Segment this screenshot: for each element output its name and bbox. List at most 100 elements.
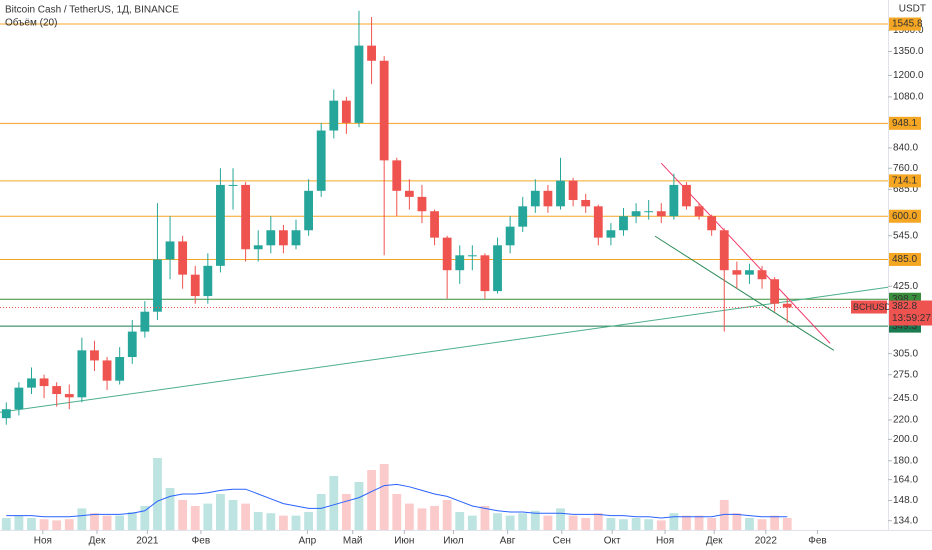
symbol-tag	[851, 300, 887, 314]
volume-ma-line	[6, 483, 788, 519]
volume-bar	[228, 500, 238, 530]
candle-body	[417, 196, 427, 212]
candle-body	[770, 279, 780, 304]
volume-bar	[568, 515, 578, 530]
volume-bar	[581, 518, 591, 530]
trend-line	[654, 235, 835, 351]
currency: USDT	[899, 4, 926, 15]
level-tag-label: 948.1	[892, 118, 917, 129]
volume-bar	[52, 520, 62, 530]
candle-body	[379, 60, 389, 161]
candle-body	[732, 270, 742, 275]
x-tick-label: Июн	[394, 536, 414, 547]
volume-bar	[392, 494, 402, 530]
candle-body	[165, 241, 175, 260]
x-tick-label: Июл	[443, 536, 463, 547]
candle-body	[619, 216, 628, 231]
volume-bar	[530, 510, 540, 530]
y-tick-label: 840.0	[893, 143, 918, 154]
volume-bar	[593, 513, 603, 530]
y-tick-label: 245.0	[893, 393, 918, 404]
x-tick-label: 2021	[136, 536, 159, 547]
candle-body	[669, 184, 679, 217]
candle-body	[140, 311, 150, 332]
x-tick-label: Ноя	[656, 536, 674, 547]
volume-bar	[543, 515, 553, 530]
volume-bar	[631, 518, 641, 530]
candle-body	[404, 190, 414, 197]
x-tick-label: Май	[343, 536, 363, 547]
candle-body	[228, 184, 238, 186]
candle-body	[77, 350, 87, 398]
y-tick-label: 164.0	[893, 474, 918, 485]
volume-bar	[190, 506, 200, 530]
volume-bar	[480, 506, 490, 530]
volume-bar	[115, 515, 125, 530]
candle-body	[656, 211, 666, 217]
candle-body	[341, 100, 351, 123]
x-tick-label: Сен	[553, 536, 571, 547]
volume-bar	[253, 512, 263, 530]
candle-body	[782, 303, 792, 308]
candle-body	[543, 190, 553, 207]
candle-body	[278, 230, 288, 246]
x-tick-label: Авг	[500, 536, 516, 547]
level-tag-label: 485.0	[892, 254, 917, 265]
volume-bar	[656, 520, 666, 530]
candle-body	[1, 409, 11, 419]
volume-bar	[556, 508, 565, 530]
candle-body	[291, 230, 301, 246]
candle-body	[480, 255, 490, 292]
volume-bar	[39, 519, 49, 530]
level-tag	[889, 174, 921, 188]
volume-bar	[493, 513, 502, 530]
candle-body	[593, 206, 603, 238]
level-tag	[889, 209, 921, 223]
y-tick-label: 180.0	[893, 455, 918, 466]
volume-bar	[64, 519, 74, 530]
volume-bar	[178, 500, 188, 530]
volume-bar	[467, 515, 477, 530]
candle-body	[115, 357, 125, 381]
candle-body	[266, 230, 276, 246]
volume-bar	[203, 503, 213, 530]
trend-line	[0, 286, 889, 413]
y-tick-label: 545.0	[893, 230, 918, 241]
candle-body	[530, 190, 540, 207]
x-tick-label: Апр	[299, 536, 317, 547]
countdown: 13:59:27	[892, 313, 931, 324]
candle-body	[745, 270, 754, 275]
y-tick-label: 305.0	[893, 348, 918, 359]
candle-body	[90, 350, 99, 361]
y-tick-label: 760.0	[893, 163, 918, 174]
volume-bar	[782, 518, 792, 530]
y-tick-label: 1200.0	[893, 70, 924, 81]
y-tick-label: 685.0	[893, 184, 918, 195]
candle-body	[316, 130, 326, 191]
volume-bar	[241, 503, 251, 530]
candle-body	[694, 206, 704, 217]
candle-body	[354, 45, 364, 123]
x-tick-label: 2022	[755, 536, 778, 547]
volume-bar	[165, 488, 175, 530]
volume-bar	[644, 519, 654, 530]
candle-body	[493, 245, 502, 292]
volume-bar	[291, 515, 301, 530]
x-tick-label: Ноя	[34, 536, 52, 547]
y-tick-label: 275.0	[893, 369, 918, 380]
candle-body	[102, 360, 112, 381]
volume-bar	[430, 506, 439, 530]
volume-bar	[140, 506, 150, 530]
candle-body	[707, 216, 717, 231]
candle-body	[556, 180, 565, 207]
candle-body	[14, 387, 24, 410]
volume-bar	[379, 464, 389, 530]
candle-body	[52, 386, 62, 395]
candle-body	[518, 206, 528, 227]
candle-body	[241, 184, 251, 250]
candle-body	[190, 274, 200, 297]
candle-body	[581, 199, 591, 207]
candle-body	[467, 255, 477, 257]
volume-bar	[455, 512, 465, 530]
y-tick-label: 200.0	[893, 434, 918, 445]
